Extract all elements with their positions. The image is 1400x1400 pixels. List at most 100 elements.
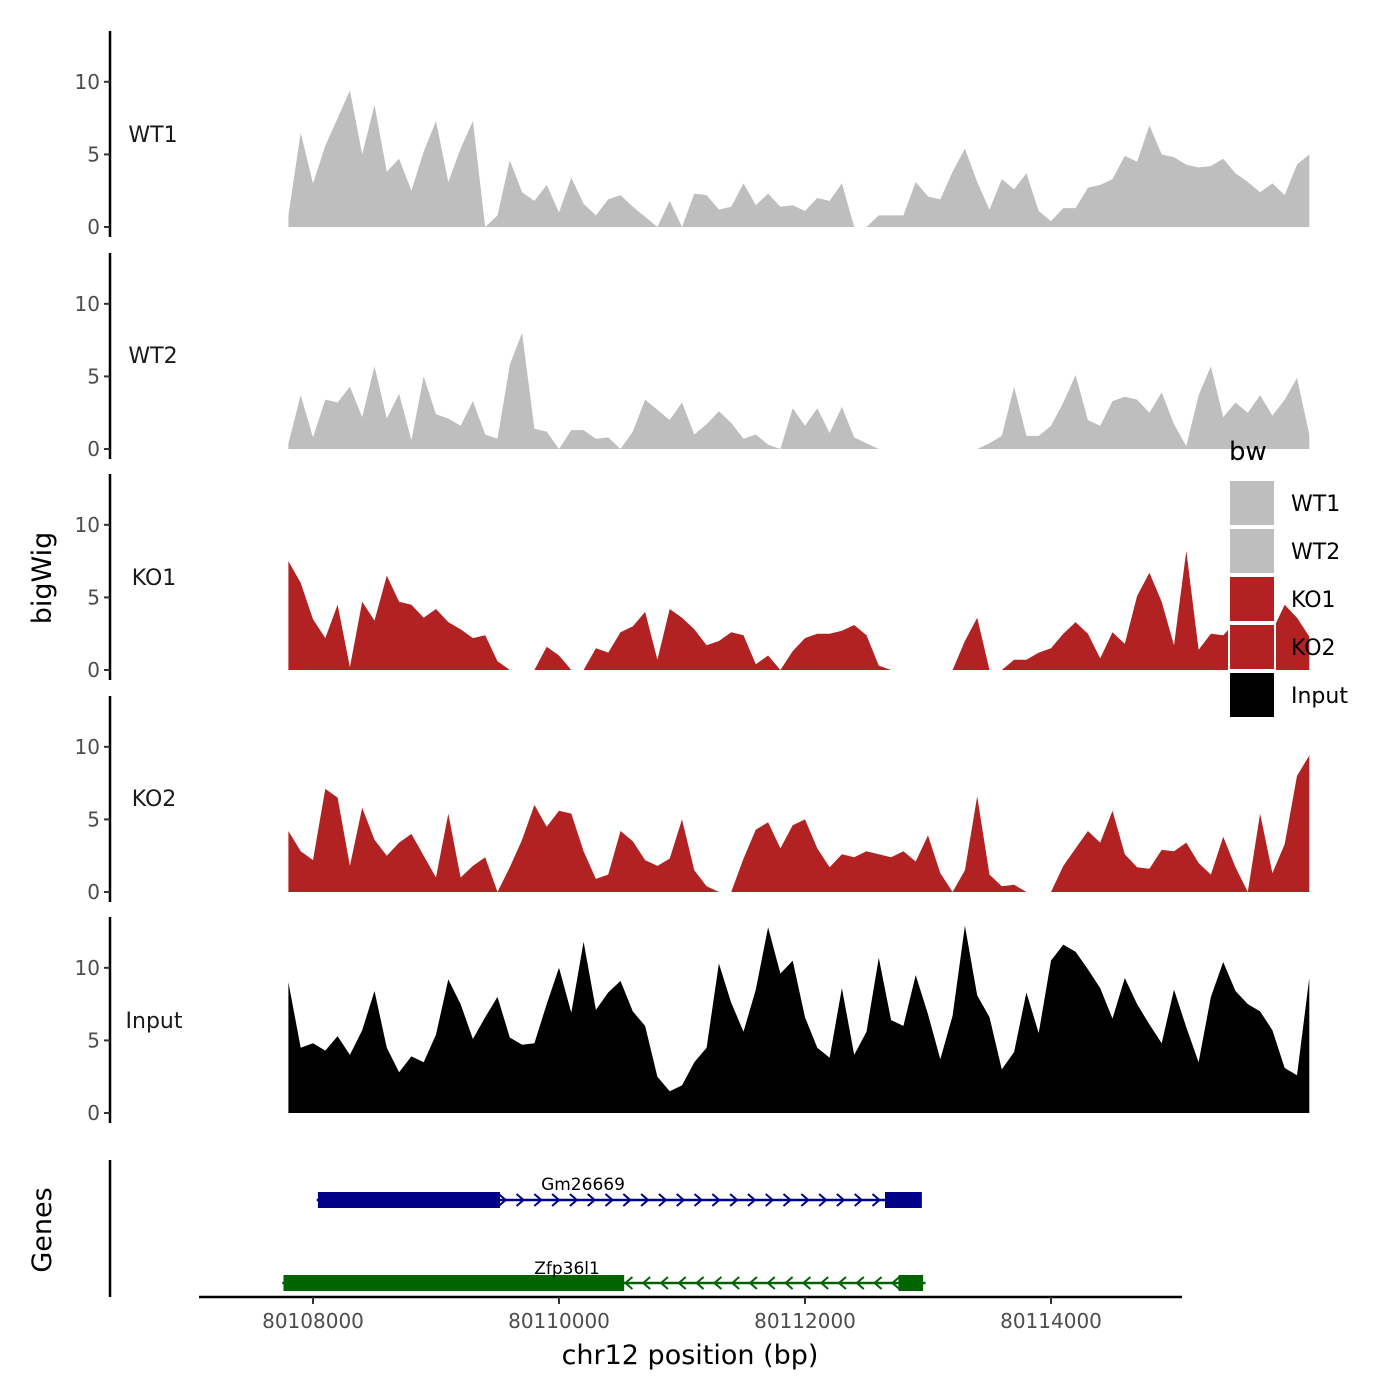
- strand-arrow: [569, 1193, 579, 1207]
- y-tick-label: 0: [87, 1101, 100, 1125]
- coverage-area-ko1: [288, 550, 1310, 670]
- strand-arrow: [658, 1193, 668, 1207]
- strand-arrow: [855, 1276, 865, 1290]
- strand-arrow: [623, 1276, 634, 1290]
- legend-item-wt2: WT2: [1228, 527, 1340, 575]
- coverage-area-wt2: [288, 332, 1310, 449]
- y-tick-label: 0: [87, 880, 100, 904]
- strand-arrow: [729, 1193, 739, 1207]
- legend-label: WT1: [1291, 492, 1340, 517]
- strand-arrow: [782, 1193, 793, 1207]
- legend-swatch: [1228, 527, 1276, 575]
- strand-arrow: [640, 1193, 650, 1207]
- gene-exon: [283, 1275, 625, 1291]
- y-tick-label: 5: [87, 142, 100, 166]
- strand-arrow: [871, 1193, 882, 1207]
- strand-arrow: [784, 1276, 794, 1290]
- gene-exon: [884, 1192, 922, 1208]
- strand-arrow: [748, 1276, 758, 1290]
- strand-arrow: [765, 1193, 775, 1207]
- legend-item-input: Input: [1228, 671, 1348, 719]
- coverage-area-ko2: [288, 755, 1310, 892]
- strand-arrow: [801, 1276, 812, 1290]
- track-label-wt1: WT1: [128, 123, 177, 148]
- strand-arrow: [641, 1276, 651, 1290]
- y-tick-label: 0: [87, 215, 100, 239]
- strand-arrow: [818, 1193, 828, 1207]
- legend-swatch: [1228, 671, 1276, 719]
- legend: bw WT1 WT2 KO1 KO2 Input: [1228, 437, 1348, 719]
- legend-title: bw: [1229, 437, 1267, 467]
- strand-arrow: [659, 1276, 669, 1290]
- track-panels: 0 5 10 WT1 0 5 10 WT2 0 5 10 KO1 0 5 10 KO2 0 5 10 Input: [75, 31, 1310, 1125]
- strand-arrow: [604, 1193, 615, 1207]
- y-tick-label: 10: [75, 292, 100, 316]
- strand-arrow: [730, 1276, 740, 1290]
- x-tick-label: 80108000: [262, 1309, 364, 1333]
- track-label-ko2: KO2: [132, 787, 177, 812]
- track-label-input: Input: [126, 1009, 183, 1034]
- track-panel-wt1: 0 5 10 WT1: [75, 31, 1310, 239]
- strand-arrow: [873, 1276, 883, 1290]
- strand-arrow: [819, 1276, 829, 1290]
- x-tick-label: 80114000: [1000, 1309, 1102, 1333]
- legend-swatch: [1228, 479, 1276, 527]
- y-tick-label: 10: [75, 70, 100, 94]
- gene-label: Zfp36l1: [534, 1259, 600, 1279]
- strand-arrow: [695, 1276, 705, 1290]
- y-tick-label: 5: [87, 807, 100, 831]
- legend-label: Input: [1291, 684, 1348, 709]
- y-tick-label: 0: [87, 437, 100, 461]
- x-axis: 80108000 80110000 80112000 80114000: [199, 1295, 1182, 1333]
- y-tick-label: 5: [87, 585, 100, 609]
- x-axis-title: chr12 position (bp): [562, 1340, 819, 1371]
- strand-arrow: [711, 1193, 721, 1207]
- track-panel-ko1: 0 5 10 KO1: [75, 474, 1310, 682]
- strand-arrow: [837, 1276, 847, 1290]
- legend-item-ko1: KO1: [1228, 575, 1336, 623]
- strand-arrow: [676, 1193, 686, 1207]
- legend-label: KO1: [1291, 588, 1336, 613]
- gene-label: Gm26669: [541, 1175, 625, 1195]
- strand-arrow: [800, 1193, 810, 1207]
- gene-exon: [317, 1192, 500, 1208]
- legend-item-wt1: WT1: [1228, 479, 1340, 527]
- x-tick-label: 80112000: [754, 1309, 856, 1333]
- y-axis-title: bigWig: [27, 532, 58, 625]
- strand-arrow: [747, 1193, 757, 1207]
- strand-arrow: [498, 1193, 508, 1207]
- legend-label: WT2: [1291, 540, 1340, 565]
- y-tick-label: 10: [75, 513, 100, 537]
- strand-arrow: [587, 1193, 597, 1207]
- x-tick-label: 80110000: [508, 1309, 610, 1333]
- gene-track: Gm26669 Zfp36l1: [108, 1160, 926, 1297]
- track-panel-wt2: 0 5 10 WT2: [75, 253, 1310, 461]
- strand-arrow: [515, 1193, 526, 1207]
- strand-arrow: [693, 1193, 704, 1207]
- coverage-area-wt1: [288, 90, 1310, 227]
- track-label-wt2: WT2: [128, 344, 177, 369]
- gene-gm26669: Gm26669: [316, 1175, 922, 1208]
- y-tick-label: 10: [75, 735, 100, 759]
- gene-exon: [898, 1275, 924, 1291]
- gene-zfp36l1: Zfp36l1: [282, 1259, 926, 1291]
- strand-arrow: [677, 1276, 687, 1290]
- track-panel-input: 0 5 10 Input: [75, 917, 1310, 1125]
- strand-arrow: [712, 1276, 723, 1290]
- legend-label: KO2: [1291, 636, 1336, 661]
- legend-swatch: [1228, 623, 1276, 671]
- strand-arrow: [766, 1276, 776, 1290]
- legend-swatch: [1228, 575, 1276, 623]
- strand-arrow: [890, 1276, 901, 1290]
- strand-arrow: [533, 1193, 543, 1207]
- y-tick-label: 10: [75, 956, 100, 980]
- legend-item-ko2: KO2: [1228, 623, 1336, 671]
- strand-arrow: [854, 1193, 864, 1207]
- y-tick-label: 5: [87, 364, 100, 388]
- strand-arrow: [836, 1193, 846, 1207]
- track-panel-ko2: 0 5 10 KO2: [75, 696, 1310, 904]
- coverage-area-input: [288, 925, 1310, 1113]
- strand-arrow: [551, 1193, 561, 1207]
- y-tick-label: 5: [87, 1028, 100, 1052]
